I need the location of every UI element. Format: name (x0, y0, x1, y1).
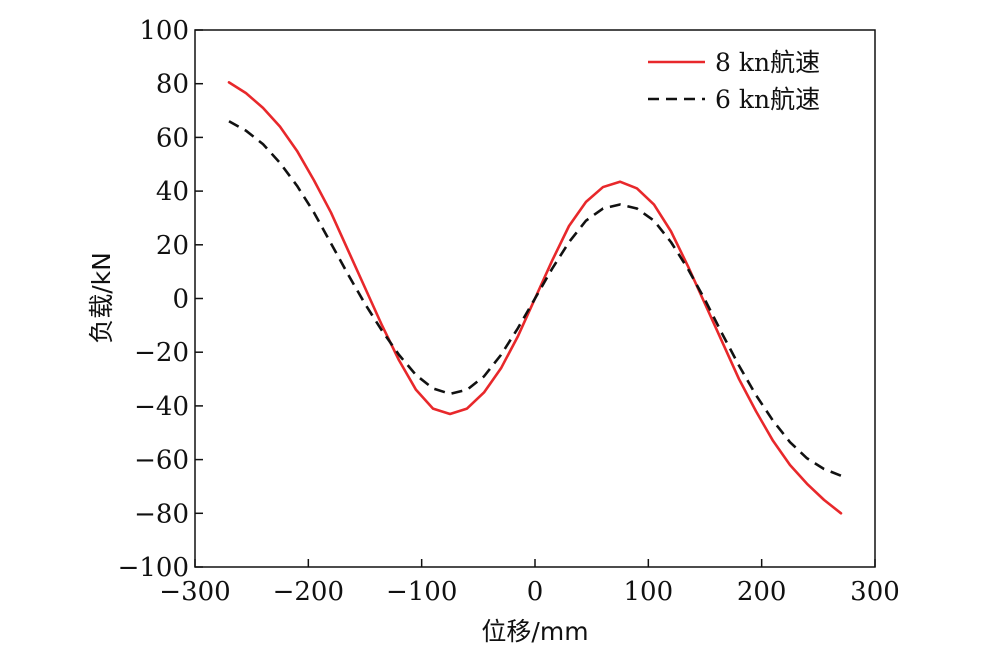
y-tick-label: 40 (156, 177, 189, 207)
x-tick-label: 0 (527, 577, 544, 607)
y-tick-label: 0 (172, 285, 189, 315)
x-tick-label: −300 (159, 577, 230, 607)
x-axis-label: 位移/mm (481, 617, 588, 646)
legend: 8 kn航速 6 kn航速 (648, 48, 820, 114)
y-tick-label: 60 (156, 123, 189, 153)
x-tick-label: −100 (386, 577, 457, 607)
y-tick-label: 20 (156, 231, 189, 261)
series-line-1 (228, 120, 842, 477)
y-axis-ticks: −100 −80 −60 −40 −20 0 20 40 60 80 100 (118, 16, 203, 583)
y-tick-label: −60 (134, 446, 189, 476)
y-tick-label: −40 (134, 392, 189, 422)
y-tick-label: 100 (139, 16, 189, 46)
legend-label-8kn: 8 kn航速 (715, 48, 820, 77)
y-tick-label: −100 (118, 553, 189, 583)
x-tick-label: 300 (850, 577, 900, 607)
x-axis-ticks: −300 −200 −100 0 100 200 300 (159, 559, 900, 607)
x-tick-label: 100 (624, 577, 674, 607)
series-layer (227, 81, 843, 515)
x-tick-label: −200 (273, 577, 344, 607)
y-tick-label: −80 (134, 499, 189, 529)
legend-label-6kn: 6 kn航速 (715, 85, 820, 114)
y-axis-label: 负载/kN (87, 252, 116, 344)
x-tick-label: 200 (737, 577, 787, 607)
y-tick-label: 80 (156, 70, 189, 100)
y-tick-label: −20 (134, 338, 189, 368)
